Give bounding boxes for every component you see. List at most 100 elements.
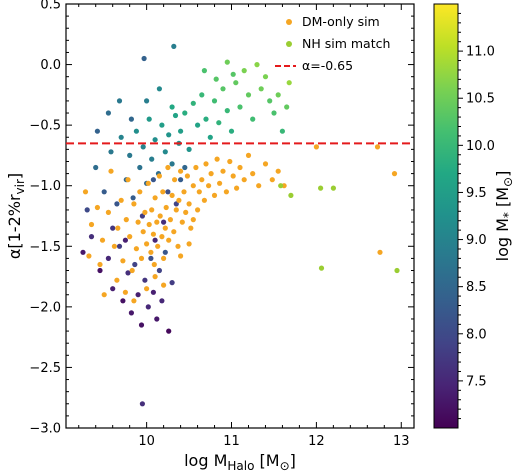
data-point-dm-only <box>190 183 196 189</box>
data-point-dm-only <box>94 204 100 211</box>
data-point-dm-only <box>142 209 148 215</box>
data-point-dm-only <box>206 183 212 189</box>
data-point-logmstar <box>130 195 136 201</box>
y-tick-label: 0.0 <box>40 58 61 73</box>
legend-marker-dm-only <box>286 19 292 25</box>
data-point-logmstar <box>105 110 111 116</box>
data-point-logmstar <box>84 207 90 213</box>
data-point-dm-only <box>120 258 126 264</box>
legend-label-nh-sim: NH sim match <box>302 36 390 51</box>
legend-marker-nh-sim <box>286 41 292 47</box>
data-point-logmstar <box>166 132 172 138</box>
data-point-logmstar <box>141 55 147 62</box>
data-point-logmstar <box>162 149 168 155</box>
y-axis-label: α[1-2%rvir] <box>5 173 27 259</box>
data-point-logmstar <box>279 128 285 134</box>
data-point-dm-only <box>223 189 229 195</box>
data-point-dm-only <box>152 195 158 201</box>
data-point-logmstar <box>173 201 179 207</box>
data-point-dm-only <box>159 234 165 240</box>
data-point-dm-only <box>131 201 137 207</box>
data-point-dm-only <box>179 219 185 225</box>
data-point-dm-only <box>165 164 171 171</box>
data-point-dm-only <box>155 243 161 249</box>
data-point-dm-only <box>193 164 199 171</box>
data-point-logmstar <box>165 189 171 195</box>
data-point-logmstar <box>145 304 151 310</box>
data-point-dm-only <box>211 192 218 198</box>
data-point-dm-only <box>377 249 383 255</box>
data-point-dm-only <box>99 237 106 243</box>
scatter-points <box>80 43 400 407</box>
data-point-logmstar <box>135 292 141 298</box>
data-point-dm-only <box>166 237 172 243</box>
data-point-dm-only <box>162 225 168 231</box>
data-point-logmstar <box>182 164 188 171</box>
data-point-logmstar <box>267 98 273 104</box>
data-point-dm-only <box>82 189 89 195</box>
y-tick-label: 0.5 <box>40 0 61 13</box>
data-point-logmstar <box>93 164 99 171</box>
data-point-nh-sim <box>394 267 400 274</box>
data-point-dm-only <box>163 204 169 211</box>
data-point-logmstar <box>114 201 120 207</box>
data-point-logmstar <box>178 177 184 183</box>
data-point-logmstar <box>101 189 107 195</box>
data-point-dm-only <box>145 180 151 186</box>
data-point-dm-only <box>178 253 184 259</box>
data-point-logmstar <box>213 76 219 82</box>
data-point-logmstar <box>250 116 256 122</box>
data-point-logmstar <box>116 243 123 249</box>
colorbar-tick-label: 9.0 <box>466 233 487 248</box>
data-point-dm-only <box>186 241 192 247</box>
data-point-logmstar <box>284 104 290 110</box>
data-point-logmstar <box>150 289 156 295</box>
data-point-dm-only <box>160 189 166 195</box>
data-point-dm-only <box>161 255 167 261</box>
colorbar-tick-label: 10.5 <box>466 92 495 107</box>
data-point-dm-only <box>167 217 173 223</box>
data-point-dm-only <box>144 241 150 247</box>
data-point-dm-only <box>86 253 92 259</box>
data-point-dm-only <box>183 209 189 215</box>
data-point-logmstar <box>233 80 239 86</box>
data-point-dm-only <box>127 234 133 240</box>
colorbar-tick-label: 8.0 <box>466 327 487 342</box>
data-point-logmstar <box>110 286 116 292</box>
data-point-dm-only <box>154 219 160 225</box>
data-point-dm-only <box>196 189 202 195</box>
y-tick-label: −3.0 <box>29 422 61 437</box>
data-point-logmstar <box>195 122 201 128</box>
data-point-nh-sim <box>318 265 325 271</box>
data-point-nh-sim <box>318 185 324 191</box>
data-point-logmstar <box>152 237 158 243</box>
data-point-logmstar <box>149 156 155 162</box>
x-tick-label: 13 <box>393 434 410 449</box>
data-point-dm-only <box>118 197 124 203</box>
colorbar-tick-label: 11.0 <box>466 45 495 60</box>
y-tick-label: −2.5 <box>29 361 61 376</box>
data-point-dm-only <box>157 213 163 219</box>
data-point-logmstar <box>262 74 269 80</box>
data-point-dm-only <box>208 171 214 177</box>
axis-ticks: 10 11 12 13 0.5 0.0 −0.5 −1.0 −1.5 −2.0 −2.5 −3.0 <box>29 0 414 449</box>
data-point-logmstar <box>94 128 100 134</box>
data-point-dm-only <box>101 292 107 298</box>
data-point-dm-only <box>374 144 381 150</box>
data-point-nh-sim <box>278 183 284 189</box>
data-point-logmstar <box>156 267 162 274</box>
data-point-logmstar <box>133 128 139 134</box>
data-point-logmstar <box>271 110 277 116</box>
data-point-dm-only <box>108 168 114 174</box>
data-point-logmstar <box>144 98 150 104</box>
data-point-logmstar <box>120 298 126 304</box>
data-point-dm-only <box>176 197 182 203</box>
data-point-dm-only <box>150 231 156 237</box>
data-point-logmstar <box>230 71 236 77</box>
data-point-logmstar <box>108 149 114 155</box>
y-tick-label: −0.5 <box>29 119 61 134</box>
data-point-logmstar <box>169 161 175 167</box>
legend-label-alpha: α=-0.65 <box>302 58 353 73</box>
data-point-logmstar <box>169 280 175 286</box>
data-point-dm-only <box>250 171 256 177</box>
